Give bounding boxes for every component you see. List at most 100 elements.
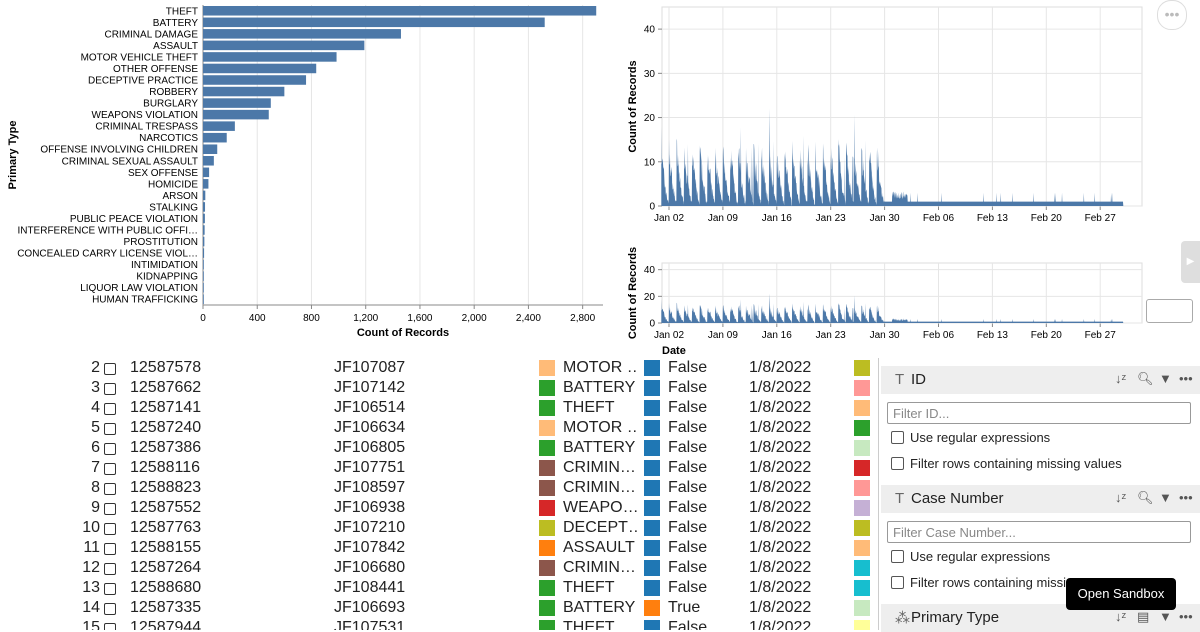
search-icon[interactable]: 🔍︎ — [1137, 490, 1154, 505]
table-row[interactable]: 4 12587141 JF106514 THEFT False 1/8/2022 — [0, 398, 878, 418]
table-row[interactable]: 14 12587335 JF106693 BATTERY True 1/8/2022 — [0, 598, 878, 618]
text-type-icon: T — [895, 490, 905, 507]
cell-date: 1/8/2022 — [749, 499, 812, 516]
regex-checkbox[interactable] — [891, 431, 904, 444]
more-horizontal-icon[interactable]: ••• — [1179, 609, 1193, 624]
row-checkbox[interactable] — [104, 463, 116, 475]
table-row[interactable]: 2 12587578 JF107087 MOTOR … False 1/8/2022 — [0, 358, 878, 378]
row-checkbox[interactable] — [104, 563, 116, 575]
area-series — [661, 108, 1124, 206]
bar[interactable] — [203, 179, 209, 189]
missing-checkbox[interactable] — [891, 576, 904, 589]
bar[interactable] — [203, 132, 227, 143]
table-row[interactable]: 10 12587763 JF107210 DECEPT… False 1/8/2022 — [0, 518, 878, 538]
row-checkbox[interactable] — [104, 363, 116, 375]
table-row[interactable]: 15 12587944 JF107531 THEFT False 1/8/2022 — [0, 618, 878, 630]
bar[interactable] — [203, 167, 210, 178]
category-label: CRIMINAL SEXUAL ASSAULT — [62, 156, 198, 167]
missing-checkbox[interactable] — [891, 457, 904, 470]
more-options-button[interactable]: ••• — [1157, 0, 1187, 30]
cell-id: 12587578 — [130, 359, 202, 376]
category-label: HOMICIDE — [148, 179, 198, 190]
table-row[interactable]: 8 12588823 JF108597 CRIMIN… False 1/8/2022 — [0, 478, 878, 498]
arrest-color-swatch — [644, 420, 660, 436]
regex-checkbox[interactable] — [891, 550, 904, 563]
bar[interactable] — [203, 29, 401, 39]
filter-header-id[interactable]: T ID ↓ᶻ 🔍︎ ▼ ••• — [881, 366, 1200, 394]
table-row[interactable]: 6 12587386 JF106805 BATTERY False 1/8/2022 — [0, 438, 878, 458]
arrest-color-swatch — [644, 360, 660, 376]
filter-header-case-number[interactable]: T Case Number ↓ᶻ 🔍︎ ▼ ••• — [881, 485, 1200, 513]
bar[interactable] — [203, 86, 285, 97]
row-checkbox[interactable] — [104, 623, 116, 630]
category-label: BATTERY — [153, 18, 199, 29]
bar[interactable] — [203, 248, 205, 258]
type-color-swatch — [539, 360, 555, 376]
filter-icon[interactable]: ▼ — [1159, 371, 1172, 386]
filter-case-number-input[interactable] — [887, 521, 1191, 543]
table-row[interactable]: 7 12588116 JF107751 CRIMIN… False 1/8/2022 — [0, 458, 878, 478]
row-checkbox[interactable] — [104, 523, 116, 535]
row-checkbox[interactable] — [104, 603, 116, 615]
bar[interactable] — [203, 294, 204, 304]
filter-icon[interactable]: ▼ — [1159, 609, 1172, 624]
table-row[interactable]: 12 12587264 JF106680 CRIMIN… False 1/8/2022 — [0, 558, 878, 578]
row-checkbox[interactable] — [104, 543, 116, 555]
category-label: DECEPTIVE PRACTICE — [88, 76, 198, 87]
bar[interactable] — [203, 52, 337, 62]
row-checkbox[interactable] — [104, 403, 116, 415]
bar[interactable] — [203, 6, 597, 16]
bar[interactable] — [203, 190, 206, 201]
row-checkbox[interactable] — [104, 383, 116, 395]
row-checkbox[interactable] — [104, 483, 116, 495]
bar[interactable] — [203, 17, 545, 28]
side-panel-toggle[interactable]: ▶ — [1181, 241, 1200, 283]
bar[interactable] — [203, 236, 205, 247]
chevron-right-icon: ▶ — [1186, 256, 1195, 267]
timeline-overview-chart[interactable]: Jan 02 Jan 09 Jan 16 Jan 23 Jan 30 Feb 06 Feb … — [627, 247, 1143, 357]
bar[interactable] — [203, 225, 205, 235]
table-row[interactable]: 9 12587552 JF106938 WEAPO… False 1/8/2022 — [0, 498, 878, 518]
cell-case-number: JF108597 — [334, 479, 406, 496]
bar[interactable] — [203, 271, 204, 281]
row-checkbox[interactable] — [104, 443, 116, 455]
bar[interactable] — [203, 144, 218, 154]
bar[interactable] — [203, 75, 307, 85]
bar[interactable] — [203, 156, 214, 166]
sort-az-icon[interactable]: ↓ᶻ — [1115, 609, 1127, 624]
table-row[interactable]: 3 12587662 JF107142 BATTERY False 1/8/2022 — [0, 378, 878, 398]
filter-icon[interactable]: ▼ — [1159, 490, 1172, 505]
arrest-color-swatch — [644, 600, 660, 616]
bar[interactable] — [203, 282, 204, 293]
search-icon[interactable]: 🔍︎ — [1137, 371, 1154, 386]
table-row[interactable]: 5 12587240 JF106634 MOTOR … False 1/8/2022 — [0, 418, 878, 438]
bar[interactable] — [203, 202, 206, 212]
sort-az-icon[interactable]: ↓ᶻ — [1115, 490, 1127, 505]
row-checkbox[interactable] — [104, 423, 116, 435]
cell-primary-type: ASSAULT — [563, 539, 635, 556]
bar[interactable] — [203, 213, 205, 224]
cell-date: 1/8/2022 — [749, 379, 812, 396]
bar[interactable] — [203, 63, 317, 74]
cell-date: 1/8/2022 — [749, 399, 812, 416]
more-horizontal-icon[interactable]: ••• — [1179, 371, 1193, 386]
sort-az-icon[interactable]: ↓ᶻ — [1115, 371, 1127, 386]
more-horizontal-icon[interactable]: ••• — [1179, 490, 1193, 505]
arrest-color-swatch — [644, 460, 660, 476]
bar[interactable] — [203, 40, 365, 51]
row-index: 6 — [91, 439, 100, 456]
next-column-color-swatch — [854, 540, 870, 556]
bar[interactable] — [203, 121, 235, 131]
row-checkbox[interactable] — [104, 503, 116, 515]
bar[interactable] — [203, 259, 204, 270]
table-row[interactable]: 11 12588155 JF107842 ASSAULT False 1/8/2022 — [0, 538, 878, 558]
bar[interactable] — [203, 109, 269, 120]
bar[interactable] — [203, 98, 271, 108]
timeline-chart: Jan 02 Jan 09 Jan 16 Jan 23 Jan 30 Feb 06 Feb … — [627, 6, 1143, 224]
x-tick-label: Feb 27 — [1085, 330, 1117, 341]
row-checkbox[interactable] — [104, 583, 116, 595]
table-row[interactable]: 13 12588680 JF108441 THEFT False 1/8/2022 — [0, 578, 878, 598]
chart-icon[interactable]: ▤ — [1137, 609, 1150, 624]
filter-id-input[interactable] — [887, 402, 1191, 424]
mini-input[interactable] — [1146, 299, 1193, 323]
